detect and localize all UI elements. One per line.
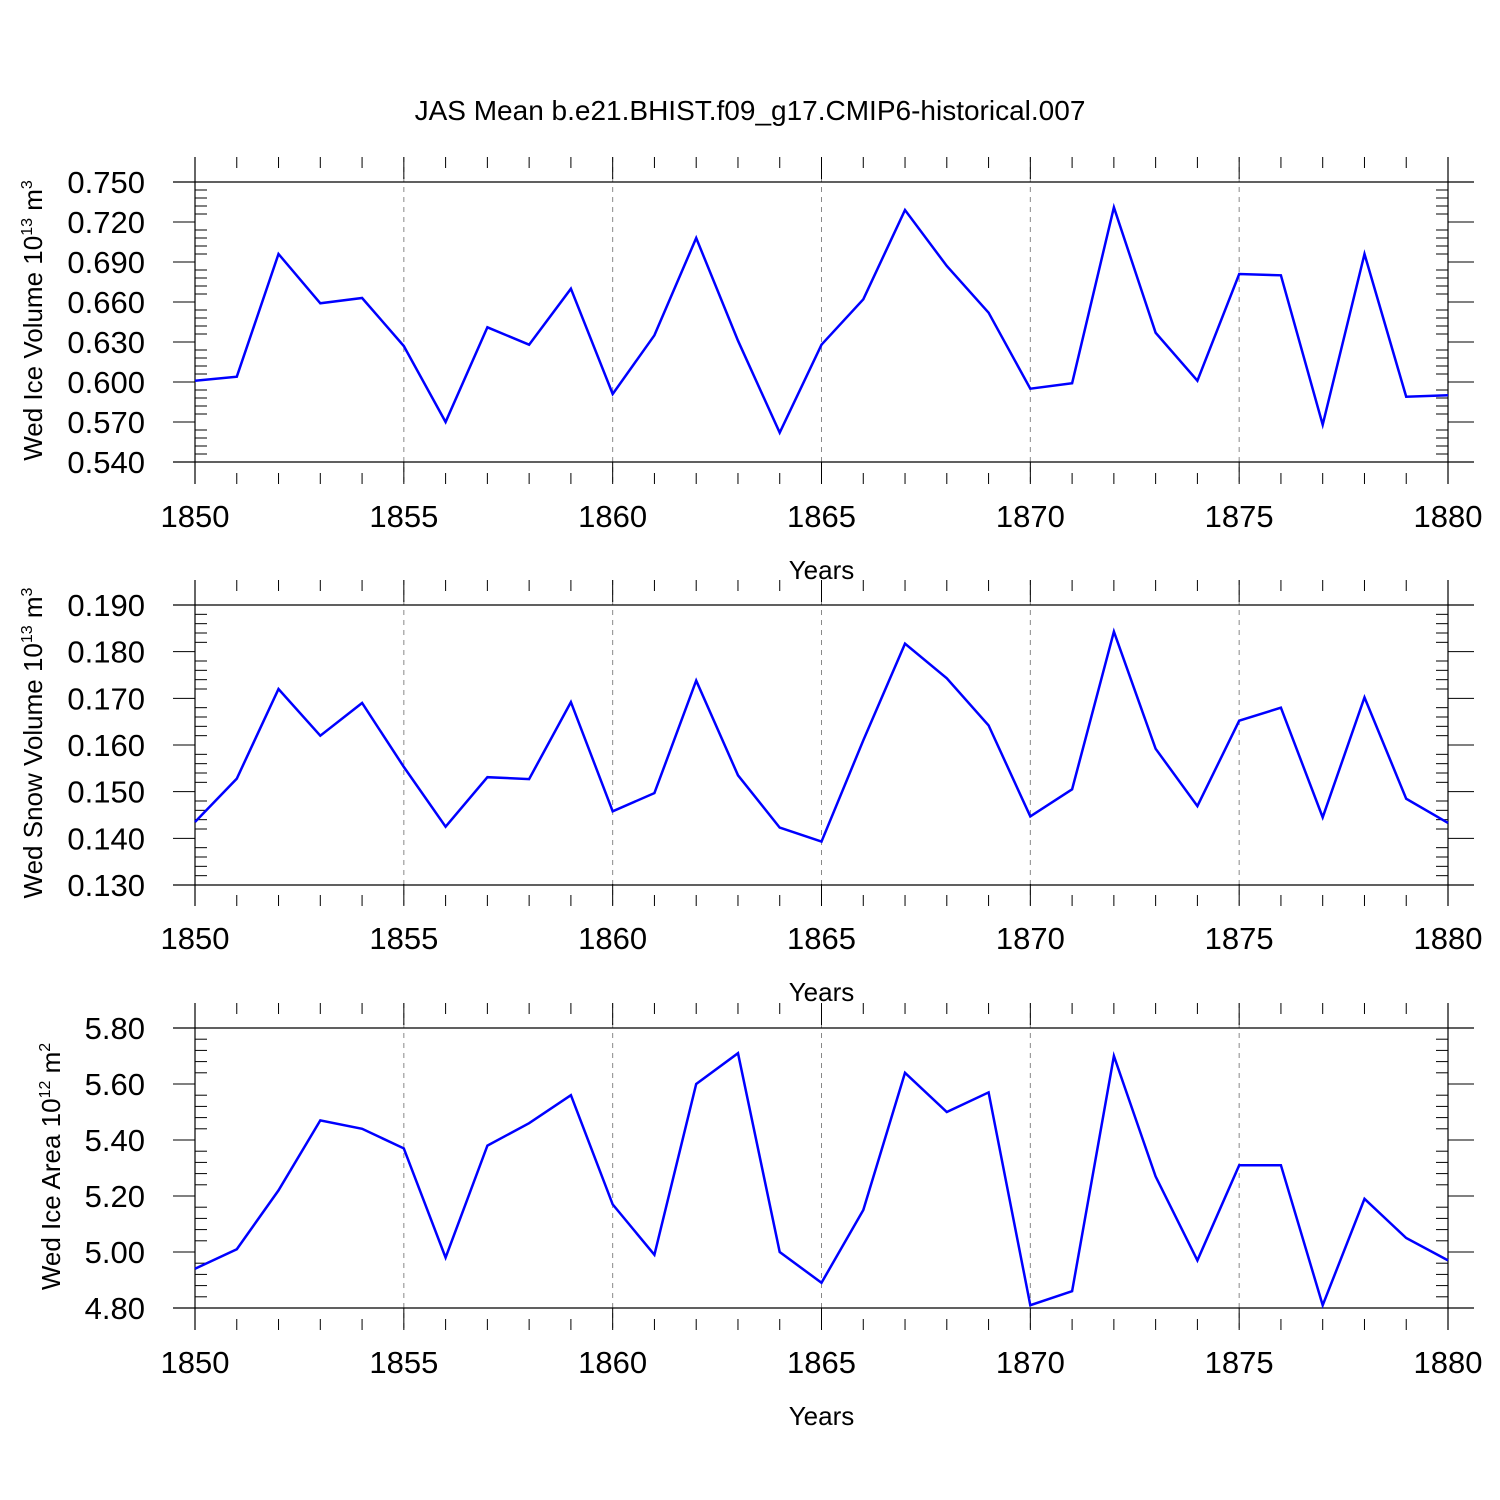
x-tick-label: 1855 xyxy=(369,1345,438,1380)
x-tick-label: 1880 xyxy=(1414,499,1483,534)
y-axis-label: Wed Snow Volume 1013 m3 xyxy=(18,587,48,898)
x-tick-label: 1850 xyxy=(161,499,230,534)
panel-1: 0.540 0.570 0.600 0.630 0.660 0.690 0.720 0.750… xyxy=(18,157,1482,585)
y-tick-label: 0.170 xyxy=(67,681,145,716)
y-tick-label: 0.750 xyxy=(67,165,145,200)
y-tick-label: 5.80 xyxy=(85,1011,145,1046)
x-tick-label: 1870 xyxy=(996,499,1065,534)
y-tick-label: 0.720 xyxy=(67,205,145,240)
panel-2: 0.130 0.140 0.150 0.160 0.170 0.180 0.190 1850 1… xyxy=(18,580,1482,1007)
x-tick-label: 1880 xyxy=(1414,921,1483,956)
data-line xyxy=(194,627,1449,844)
x-tick-label: 1865 xyxy=(787,1345,856,1380)
x-axis-label: Years xyxy=(789,977,855,1007)
x-tick-label: 1850 xyxy=(161,1345,230,1380)
data-line xyxy=(194,1051,1449,1310)
chart-title: JAS Mean b.e21.BHIST.f09_g17.CMIP6-histo… xyxy=(415,95,1086,126)
x-tick-label: 1875 xyxy=(1205,1345,1274,1380)
y-tick-label: 0.540 xyxy=(67,445,145,480)
panels: 0.540 0.570 0.600 0.630 0.660 0.690 0.720 0.750… xyxy=(18,157,1482,1431)
data-line xyxy=(194,202,1449,436)
y-axis-label: Wed Ice Area 1012 m2 xyxy=(36,1043,66,1290)
x-tick-label: 1860 xyxy=(578,499,647,534)
x-tick-label: 1855 xyxy=(369,499,438,534)
x-tick-label: 1875 xyxy=(1205,499,1274,534)
x-tick-label: 1875 xyxy=(1205,921,1274,956)
x-tick-label: 1865 xyxy=(787,921,856,956)
x-tick-label: 1860 xyxy=(578,1345,647,1380)
y-tick-label: 5.40 xyxy=(85,1123,145,1158)
panel-3: 4.80 5.00 5.20 5.40 5.60 5.80 1850 1855 1860 1865… xyxy=(36,1003,1482,1431)
y-tick-label: 0.130 xyxy=(67,868,145,903)
y-tick-label: 5.20 xyxy=(85,1179,145,1214)
y-tick-label: 0.150 xyxy=(67,775,145,810)
x-tick-label: 1855 xyxy=(369,921,438,956)
x-tick-label: 1850 xyxy=(161,921,230,956)
x-tick-label: 1870 xyxy=(996,921,1065,956)
y-tick-label: 0.660 xyxy=(67,285,145,320)
y-tick-label: 0.190 xyxy=(67,588,145,623)
y-tick-label: 0.600 xyxy=(67,365,145,400)
y-tick-label: 5.00 xyxy=(85,1235,145,1270)
y-tick-label: 0.140 xyxy=(67,821,145,856)
y-tick-label: 0.180 xyxy=(67,635,145,670)
x-axis-label: Years xyxy=(789,1401,855,1431)
y-tick-label: 0.690 xyxy=(67,245,145,280)
x-tick-label: 1880 xyxy=(1414,1345,1483,1380)
x-tick-label: 1860 xyxy=(578,921,647,956)
x-tick-label: 1865 xyxy=(787,499,856,534)
y-axis-label: Wed Ice Volume 1013 m3 xyxy=(18,180,48,461)
y-tick-label: 4.80 xyxy=(85,1291,145,1326)
y-tick-label: 0.160 xyxy=(67,728,145,763)
y-tick-label: 0.630 xyxy=(67,325,145,360)
y-tick-label: 5.60 xyxy=(85,1067,145,1102)
y-tick-label: 0.570 xyxy=(67,405,145,440)
x-tick-label: 1870 xyxy=(996,1345,1065,1380)
